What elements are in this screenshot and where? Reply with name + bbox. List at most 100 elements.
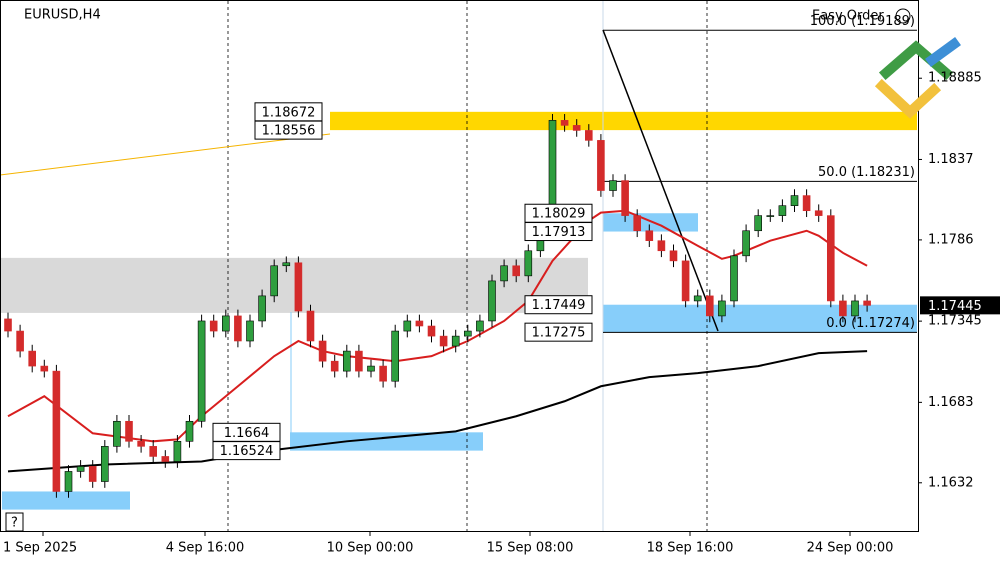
moving-average: [7, 350, 868, 473]
candle-body: [439, 335, 448, 347]
candle-body: [500, 265, 508, 282]
candle-body: [839, 300, 847, 317]
price-label: 1.18556: [262, 124, 316, 139]
price-label-box: [524, 322, 593, 342]
candle-body: [391, 330, 400, 382]
candle-body: [851, 300, 859, 317]
candle-body: [88, 466, 97, 482]
candle-body: [367, 365, 375, 372]
candle-body: [16, 330, 24, 352]
candle-body: [149, 446, 157, 457]
candle-body: [560, 120, 569, 126]
price-label: 1.17449: [532, 298, 586, 313]
y-tick-label: 1.18885: [928, 71, 982, 86]
y-tick-label: 1.1632: [928, 475, 974, 490]
zone: [603, 304, 917, 333]
candle-body: [657, 240, 666, 252]
candle-body: [137, 441, 145, 447]
price-label: 1.1664: [224, 426, 270, 441]
candle-body: [234, 315, 242, 342]
candle-body: [826, 215, 835, 302]
candle-body: [209, 320, 218, 332]
easy-order-icon[interactable]: [895, 8, 911, 24]
candle-body: [693, 295, 702, 302]
candle-body: [342, 350, 351, 372]
zone: [2, 491, 130, 510]
zone: [290, 432, 483, 451]
candle-body: [64, 471, 73, 492]
candle-body: [330, 360, 339, 372]
price-axis: 1.18885 1.1837 1.1786 1.17345 1.1683 1.1632 1.…: [3, 71, 1000, 556]
candle-body: [403, 320, 412, 332]
candle-body: [52, 370, 61, 492]
candle-body: [197, 320, 206, 422]
candle-body: [270, 265, 279, 297]
price-label-box: [524, 222, 593, 242]
candle-body: [76, 466, 85, 472]
candle-body: [258, 295, 266, 322]
candle-body: [790, 195, 799, 206]
x-tick-label: 18 Sep 16:00: [647, 541, 734, 556]
candle-body: [863, 300, 871, 306]
candle-body: [609, 180, 617, 191]
zone-labels: 1.18672 1.18556 1.18029 1.17913 1.17449 1.172…: [212, 102, 593, 461]
candle-body: [101, 446, 109, 482]
help-button[interactable]: ?: [11, 516, 18, 531]
candle-body: [705, 295, 714, 317]
x-tick-label: 15 Sep 08:00: [487, 541, 574, 556]
fibo-trend-line: [602, 29, 719, 332]
fibonacci: 100.0 (1.19189) 50.0 (1.18231) 0.0 (1.1727…: [603, 14, 917, 333]
price-label-box: [212, 441, 281, 461]
candle-body: [451, 335, 460, 347]
candle-body: [572, 125, 581, 131]
help-box[interactable]: [5, 512, 24, 532]
x-tick-label: 24 Sep 00:00: [807, 541, 894, 556]
y-tick-label: 1.17345: [928, 314, 982, 329]
x-tick-label: 1 Sep 2025: [3, 541, 77, 556]
candle-body: [730, 255, 738, 302]
zones: [1, 111, 917, 510]
candle-body: [766, 215, 775, 217]
candle-body: [718, 300, 726, 317]
candle-body: [754, 215, 763, 232]
candle-body: [633, 215, 642, 232]
candle-body: [669, 250, 678, 262]
candle-body: [185, 420, 194, 442]
current-price-box: [920, 296, 1000, 315]
zone: [330, 111, 917, 131]
candle-body: [379, 365, 387, 382]
trend-line: [0, 133, 331, 176]
candle-body: [161, 456, 170, 462]
easy-order-button[interactable]: Easy Order: [812, 9, 884, 24]
price-label: 1.18029: [532, 207, 586, 222]
candle-body: [427, 325, 436, 337]
candle-body: [524, 250, 533, 277]
x-tick-label: 10 Sep 00:00: [327, 541, 414, 556]
candle-body: [778, 205, 787, 216]
candle-body: [355, 350, 363, 372]
y-tick-label: 1.1837: [928, 152, 974, 167]
candle-body: [488, 280, 496, 322]
candle-body: [621, 180, 629, 216]
zone: [1, 257, 588, 313]
candle-body: [645, 230, 654, 241]
candle-body: [802, 195, 811, 212]
logo: [874, 37, 961, 119]
y-tick-label: 1.1786: [928, 232, 974, 247]
x-tick-label: 4 Sep 16:00: [166, 541, 245, 556]
candle-body: [318, 340, 327, 362]
symbol-title: EURUSD,H4: [24, 8, 101, 23]
candle-body: [463, 330, 472, 337]
candle-body: [113, 420, 121, 447]
candle-body: [125, 420, 133, 442]
candle-body: [4, 318, 12, 332]
zone: [603, 213, 698, 232]
candle-body: [584, 130, 593, 141]
price-label-box: [524, 295, 593, 315]
price-label: 1.17913: [532, 225, 586, 240]
candle-body: [512, 265, 521, 277]
candle-body: [597, 140, 605, 191]
candle-body: [415, 320, 424, 327]
fib-label: 50.0 (1.18231): [818, 165, 915, 180]
